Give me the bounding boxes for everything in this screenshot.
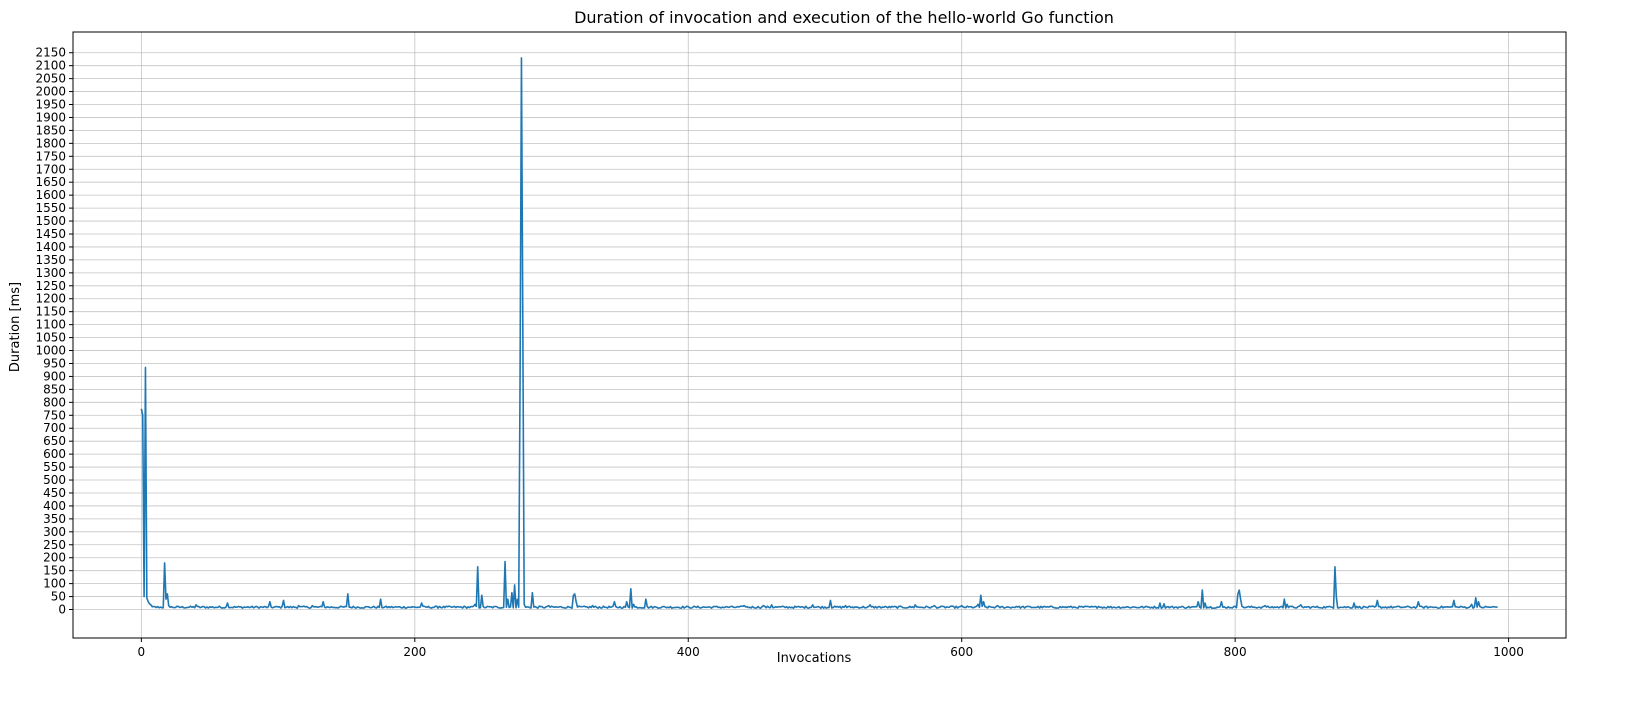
x-tick-label: 600 (950, 645, 973, 659)
y-tick-label: 750 (43, 408, 66, 422)
y-tick-label: 600 (43, 447, 66, 461)
y-tick-label: 1550 (35, 201, 66, 215)
y-tick-label: 1100 (35, 318, 66, 332)
y-tick-label: 50 (51, 590, 66, 604)
x-tick-label: 0 (138, 645, 146, 659)
y-tick-label: 1250 (35, 279, 66, 293)
y-tick-label: 1300 (35, 266, 66, 280)
y-tick-label: 200 (43, 551, 66, 565)
y-tick-label: 350 (43, 512, 66, 526)
y-tick-label: 800 (43, 395, 66, 409)
x-tick-label: 400 (677, 645, 700, 659)
y-tick-label: 0 (58, 603, 66, 617)
y-tick-label: 1600 (35, 188, 66, 202)
y-tick-label: 2000 (35, 85, 66, 99)
y-tick-label: 1750 (35, 149, 66, 163)
y-tick-label: 650 (43, 434, 66, 448)
y-tick-label: 400 (43, 499, 66, 513)
y-tick-label: 950 (43, 356, 66, 370)
y-tick-label: 2050 (35, 72, 66, 86)
y-axis-label: Duration [ms] (8, 282, 23, 372)
y-tick-label: 1950 (35, 98, 66, 112)
y-tick-label: 1450 (35, 227, 66, 241)
y-tick-label: 1800 (35, 136, 66, 150)
chart-title: Duration of invocation and execution of … (574, 8, 1114, 27)
y-tick-label: 1900 (35, 110, 66, 124)
y-tick-label: 700 (43, 421, 66, 435)
y-tick-label: 1050 (35, 331, 66, 345)
y-tick-label: 1700 (35, 162, 66, 176)
x-tick-label: 200 (403, 645, 426, 659)
y-tick-label: 1350 (35, 253, 66, 267)
grid-lines (73, 32, 1566, 638)
y-tick-label: 550 (43, 460, 66, 474)
y-tick-label: 850 (43, 382, 66, 396)
y-tick-label: 1500 (35, 214, 66, 228)
y-tick-label: 100 (43, 577, 66, 591)
y-tick-label: 150 (43, 564, 66, 578)
y-tick-label: 1650 (35, 175, 66, 189)
y-tick-label: 1150 (35, 305, 66, 319)
axis-ticks: 0 200 400 600 800 100005010015020025030035040… (35, 46, 1523, 659)
y-tick-label: 2150 (35, 46, 66, 60)
plot-frame (72, 31, 1567, 639)
y-tick-label: 300 (43, 525, 66, 539)
x-axis-label: Invocations (777, 651, 852, 666)
y-tick-label: 1400 (35, 240, 66, 254)
y-tick-label: 500 (43, 473, 66, 487)
x-tick-label: 1000 (1493, 645, 1524, 659)
x-tick-label: 800 (1224, 645, 1247, 659)
y-tick-label: 900 (43, 369, 66, 383)
y-tick-label: 2100 (35, 59, 66, 73)
series-line-duration (140, 57, 1498, 610)
y-tick-label: 250 (43, 538, 66, 552)
y-tick-label: 1000 (35, 344, 66, 358)
y-tick-label: 1850 (35, 123, 66, 137)
y-tick-label: 450 (43, 486, 66, 500)
y-tick-label: 1200 (35, 292, 66, 306)
